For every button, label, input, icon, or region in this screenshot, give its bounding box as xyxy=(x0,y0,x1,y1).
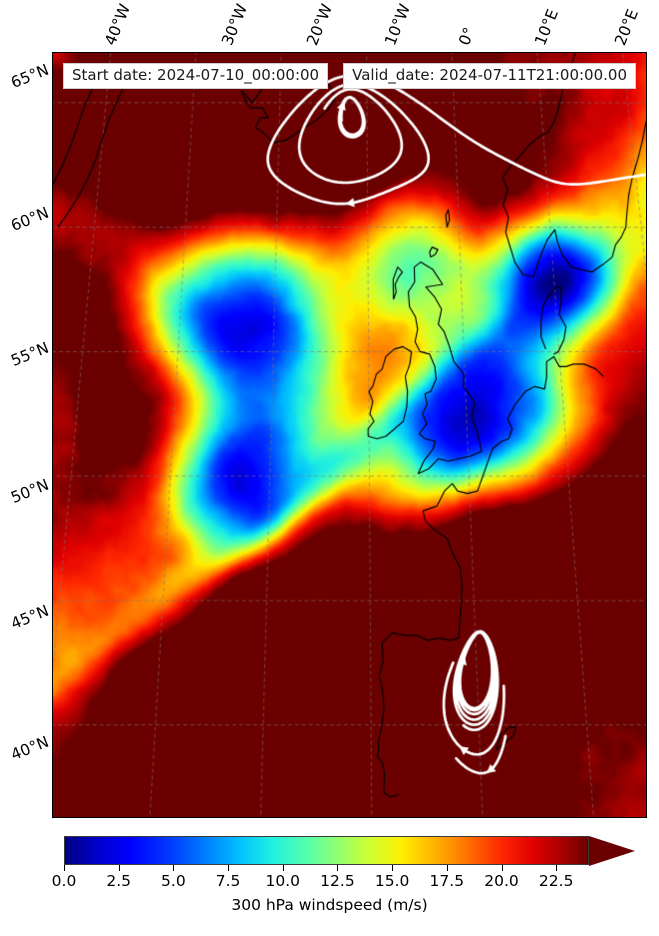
colorbar-tick xyxy=(501,865,503,871)
colorbar-tick-label: 20.0 xyxy=(484,872,519,890)
colorbar-tick-label: 7.5 xyxy=(215,872,241,890)
colorbar-tick-label: 10.0 xyxy=(265,872,301,890)
lat-tick-label: 60°N xyxy=(8,203,52,235)
lon-tick-label: 0° xyxy=(455,24,479,48)
colorbar-label: 300 hPa windspeed (m/s) xyxy=(231,896,428,914)
colorbar-tick xyxy=(446,865,448,871)
colorbar-tick-label: 22.5 xyxy=(538,872,574,890)
colorbar-tick xyxy=(64,865,65,871)
lon-tick-label: 40°W xyxy=(101,1,135,48)
colorbar-tick-label: 0.0 xyxy=(51,872,77,890)
windspeed-heatmap xyxy=(53,53,646,817)
lon-tick-label: 20°E xyxy=(611,6,642,48)
colorbar-tick xyxy=(173,865,175,871)
colorbar-gradient xyxy=(64,836,589,865)
lat-tick-label: 40°N xyxy=(8,732,52,764)
colorbar-extend-max-arrow xyxy=(589,835,635,866)
map-plot-area[interactable]: Start date: 2024-07-10_00:00:00 Valid_da… xyxy=(52,52,647,818)
colorbar-tick-label: 2.5 xyxy=(106,872,132,890)
colorbar-tick xyxy=(282,865,284,871)
lon-tick-label: 20°W xyxy=(303,1,337,48)
colorbar-tick xyxy=(118,865,120,871)
lon-tick-label: 30°W xyxy=(218,1,252,48)
colorbar-tick-label: 5.0 xyxy=(161,872,186,890)
valid-date-annotation: Valid_date: 2024-07-11T21:00:00.00 xyxy=(343,63,636,90)
colorbar-tick xyxy=(337,865,339,871)
colorbar-tick xyxy=(392,865,394,871)
lat-tick-label: 45°N xyxy=(8,601,52,633)
colorbar[interactable]: 0.0 2.5 5.0 7.5 10.0 12.5 15.0 17.5 20.0 22.5 xyxy=(52,835,637,890)
colorbar-tick-label: 12.5 xyxy=(320,872,355,890)
lat-tick-label: 50°N xyxy=(8,475,52,507)
lon-tick-label: 10°W xyxy=(381,1,415,48)
start-date-annotation: Start date: 2024-07-10_00:00:00 xyxy=(63,63,329,90)
lat-tick-label: 55°N xyxy=(8,338,52,370)
lat-tick-label: 65°N xyxy=(8,60,52,92)
colorbar-tick-label: 15.0 xyxy=(374,872,410,890)
colorbar-tick xyxy=(228,865,230,871)
colorbar-tick-label: 17.5 xyxy=(429,872,465,890)
lon-tick-label: 10°E xyxy=(531,6,562,48)
colorbar-tick xyxy=(556,865,558,871)
